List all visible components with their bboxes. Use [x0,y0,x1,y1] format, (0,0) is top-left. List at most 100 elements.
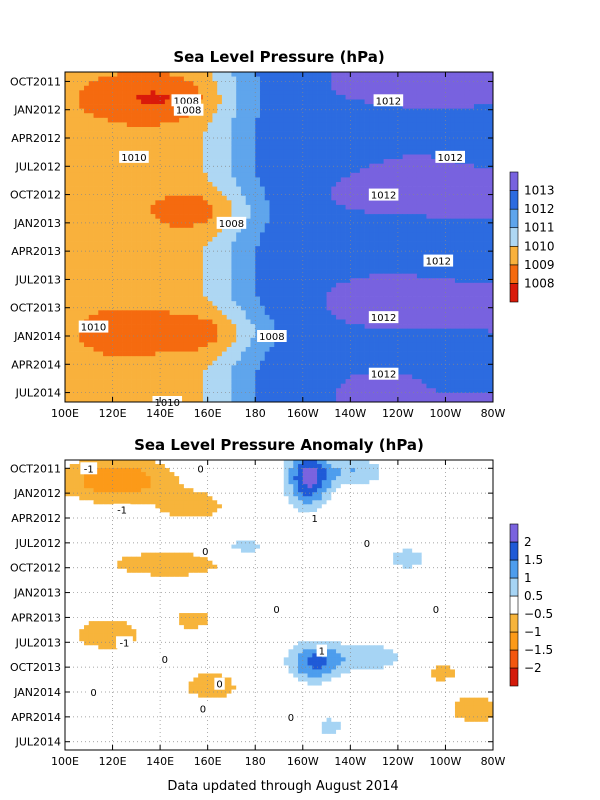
field-cell [188,305,194,311]
field-cell [464,305,470,311]
field-cell [317,296,323,302]
field-cell [393,232,399,238]
field-cell [359,145,365,151]
field-cell [84,94,90,100]
field-cell [98,136,104,142]
field-cell [331,136,337,142]
field-cell [421,159,427,165]
field-cell [117,113,123,119]
field-cell [483,310,489,316]
field-cell [288,85,294,91]
field-cell [483,282,489,288]
field-cell [464,182,470,187]
field-cell [117,200,123,206]
field-cell [397,287,403,293]
field-cell [155,177,161,183]
field-cell [245,287,251,293]
field-cell [255,200,261,206]
field-cell [393,227,399,233]
field-cell [136,237,142,242]
field-cell [131,81,137,87]
field-cell [326,108,332,114]
field-cell [331,204,337,210]
field-cell [421,182,427,187]
field-cell [259,278,266,284]
field-cell [459,85,465,91]
field-cell [364,154,370,160]
field-cell [160,264,166,270]
field-cell [407,81,413,87]
field-cell [88,186,94,192]
field-cell [426,305,432,311]
field-cell [317,200,323,206]
field-cell [488,90,494,96]
field-cell [350,172,356,178]
field-cell [98,305,104,311]
field-cell [445,195,451,201]
field-cell [88,218,94,224]
field-cell [212,94,218,100]
field-cell [264,310,270,316]
field-cell [212,278,218,284]
field-cell [440,305,446,311]
field-cell [435,305,442,311]
field-cell [202,127,209,132]
field-cell [359,232,365,238]
field-cell [459,310,465,316]
field-cell [269,122,275,128]
field-cell [464,223,470,229]
field-cell [183,269,189,275]
field-cell [307,104,313,110]
field-cell [107,301,113,307]
field-cell [221,117,228,123]
field-cell [84,292,90,297]
field-cell [293,145,299,151]
field-cell [369,241,375,247]
field-cell [240,168,247,174]
field-cell [412,122,418,128]
field-cell [435,269,442,275]
field-cell [226,195,232,201]
field-cell [207,255,213,261]
field-cell [274,182,280,187]
field-cell [459,292,465,297]
field-cell [240,122,247,128]
field-cell [264,195,270,201]
field-cell [65,136,71,142]
field-cell [340,186,346,192]
field-cell [103,186,109,192]
field-cell [350,287,356,293]
field-cell [136,204,142,210]
field-cell [255,140,261,146]
field-cell [198,195,204,201]
field-cell [307,278,313,284]
field-cell [312,204,318,210]
field-cell [407,131,413,137]
field-cell [217,282,223,288]
field-cell [164,154,170,160]
field-cell [350,168,356,174]
field-cell [217,259,223,265]
field-cell [88,209,94,215]
field-cell [202,131,209,137]
field-cell [231,301,237,307]
field-cell [145,172,151,178]
field-cell [79,246,85,252]
field-cell [279,305,285,311]
field-cell [264,117,270,123]
field-cell [93,76,99,82]
field-cell [188,296,194,302]
field-cell [293,223,299,229]
field-cell [164,177,170,183]
field-cell [245,182,251,187]
field-cell [202,218,209,224]
field-cell [454,72,461,77]
field-cell [393,273,399,279]
field-cell [259,282,266,288]
field-cell [250,241,256,247]
field-cell [298,282,304,288]
field-cell [431,223,437,229]
field-cell [359,218,365,224]
field-cell [236,163,242,169]
field-cell [369,282,375,288]
